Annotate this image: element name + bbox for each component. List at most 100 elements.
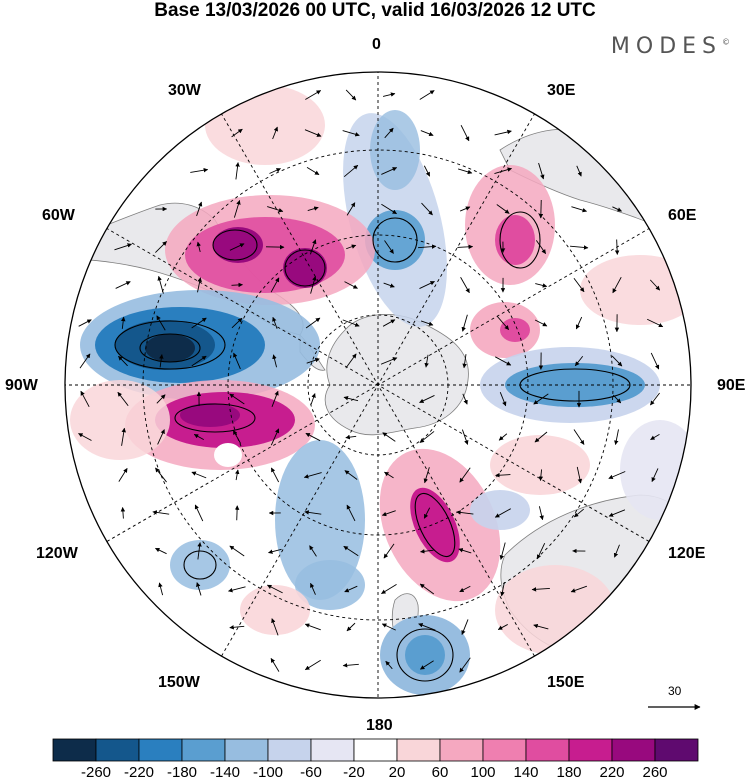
map-disc (65, 72, 691, 698)
wind-vector (499, 391, 507, 407)
wind-vector (494, 129, 512, 136)
wind-vector (462, 354, 467, 369)
wind-vector (232, 430, 242, 444)
wind-vector (419, 660, 434, 670)
wind-vector (384, 127, 394, 139)
wind-vector (381, 167, 398, 175)
wind-vector (270, 277, 280, 293)
wind-vector (649, 279, 661, 291)
wind-vector (266, 584, 283, 594)
wind-vector (114, 243, 132, 251)
colorbar-swatch (654, 738, 699, 762)
lon-label-30e: 30E (547, 82, 576, 99)
colorbar-swatch (611, 738, 656, 762)
wind-vector (421, 202, 433, 216)
wind-vector (385, 660, 393, 670)
wind-vector (650, 392, 660, 406)
wind-vector (79, 353, 91, 369)
wind-vector (305, 432, 321, 442)
anomaly-blob (365, 210, 425, 270)
wind-vector (381, 623, 396, 631)
wind-vector (536, 542, 546, 560)
meridian-60e-120w (105, 227, 651, 543)
wind-vector (461, 314, 468, 332)
wind-vector (346, 202, 356, 216)
wind-vector (191, 355, 207, 367)
wind-vector (346, 244, 357, 250)
wind-vector (612, 394, 622, 404)
lon-label-60w: 60W (42, 207, 75, 224)
colorbar-swatch (525, 738, 570, 762)
anomaly-blob (205, 85, 325, 165)
colorbar-label: -20 (343, 764, 365, 781)
lon-label-180: 180 (366, 717, 393, 734)
wind-vector (575, 316, 583, 330)
wind-vector (229, 625, 245, 630)
wind-vector (384, 240, 394, 254)
wind-vector (613, 544, 620, 558)
colorbar-label: 260 (642, 764, 668, 781)
map-title: Base 13/03/2026 00 UTC, valid 16/03/2026… (154, 0, 596, 21)
wind-vector (381, 584, 397, 594)
colorbar-swatch (439, 738, 484, 762)
wind-vector (419, 90, 435, 100)
colorbar-swatch (52, 738, 97, 762)
colorbar-swatch (396, 738, 441, 762)
wind-vector (229, 393, 245, 405)
wind-vector (420, 549, 434, 554)
colorbar-label: -260 (80, 764, 112, 781)
wind-vector (460, 277, 470, 294)
wind-vector (233, 352, 241, 370)
wind-vector (272, 316, 278, 329)
wind-vector (343, 545, 359, 557)
wind-vector (534, 431, 548, 443)
wind-vector (272, 354, 277, 368)
wind-vector (155, 547, 167, 555)
wind-vector (538, 162, 545, 180)
colorbar-label: 180 (556, 764, 582, 781)
anomaly-blob (275, 440, 365, 600)
wind-vector (159, 354, 164, 368)
wind-vector (191, 471, 207, 479)
contour (139, 333, 201, 363)
wind-vector (345, 89, 357, 101)
contour (414, 492, 456, 558)
wind-vector (190, 167, 209, 173)
wind-vector (461, 619, 469, 635)
anomaly-blob (470, 490, 530, 530)
lon-label-90w: 90W (5, 377, 38, 394)
wind-vector (608, 509, 626, 517)
wind-vector (497, 624, 508, 630)
lon-label-150e: 150E (547, 674, 585, 691)
wind-vector (533, 623, 549, 630)
wind-vector (307, 206, 319, 211)
wind-vector (576, 165, 582, 177)
contour (396, 628, 454, 682)
wind-vector (647, 318, 664, 328)
wind-vector (612, 206, 622, 212)
colorbar-swatch (353, 738, 398, 762)
colorbar-label: 140 (513, 764, 539, 781)
wind-vector (158, 582, 164, 596)
colorbar-label: 20 (388, 764, 406, 781)
contour (284, 249, 326, 287)
colorbar-swatch (310, 738, 355, 762)
wind-vector (345, 434, 357, 440)
wind-vector (573, 277, 585, 293)
colorbar-label: -100 (252, 764, 284, 781)
anomaly-blob (500, 318, 530, 342)
wind-vector (235, 162, 240, 180)
wind-vector (234, 505, 240, 521)
anomaly-blob (580, 255, 691, 325)
colorbar-swatch (568, 738, 613, 762)
wind-vector (345, 353, 357, 369)
lon-label-120w: 120W (36, 545, 78, 562)
lon-label-60e: 60E (668, 207, 697, 224)
colorbar-swatch (95, 738, 140, 762)
wind-vector (494, 508, 511, 518)
wind-vector (495, 472, 511, 478)
contour (114, 320, 226, 370)
colorbar-swatch (138, 738, 183, 762)
anomaly-blob (405, 635, 445, 675)
wind-vector (342, 130, 360, 137)
